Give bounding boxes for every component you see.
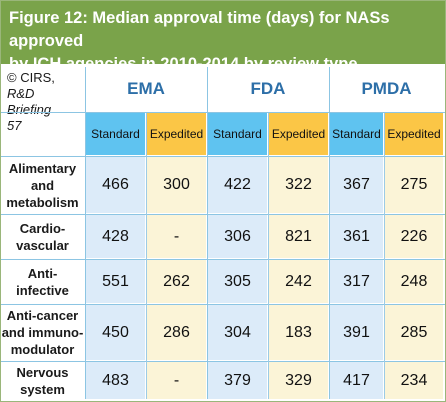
title-bar: Figure 12: Median approval time (days) f… [1, 1, 445, 73]
value-cell: 483 [86, 362, 145, 399]
row-label: Anti-cancer and immuno- modulator [1, 305, 84, 360]
expedited-header: Expedited [147, 113, 206, 155]
value-cell: 551 [86, 260, 145, 303]
credit-line: Briefing [7, 102, 52, 117]
row-label-text: Anti-cancer and immuno- modulator [1, 308, 84, 357]
row-label-text: Nervous system [16, 364, 69, 397]
expedited-header: Expedited [385, 113, 443, 155]
row-divider [1, 259, 445, 260]
column-divider [85, 67, 86, 399]
value-cell: 183 [269, 305, 328, 360]
value-cell: 306 [208, 215, 267, 258]
value-cell: 242 [269, 260, 328, 303]
value-cell: 379 [208, 362, 267, 399]
value-cell: 300 [147, 157, 206, 213]
value-cell: 322 [269, 157, 328, 213]
source-credit: © CIRS, R&D Briefing 57 [7, 70, 83, 134]
row-label: Nervous system [1, 362, 84, 399]
value-cell: 305 [208, 260, 267, 303]
value-cell: - [147, 362, 206, 399]
row-divider [1, 112, 445, 113]
row-divider [1, 304, 445, 305]
agency-header: EMA [86, 67, 206, 111]
standard-header: Standard [86, 113, 145, 155]
value-cell: 317 [330, 260, 383, 303]
row-label: Cardio- vascular [1, 215, 84, 258]
value-cell: 262 [147, 260, 206, 303]
credit-line: R&D [7, 86, 35, 101]
value-cell: 248 [385, 260, 443, 303]
value-cell: 450 [86, 305, 145, 360]
value-cell: 286 [147, 305, 206, 360]
value-cell: 422 [208, 157, 267, 213]
column-divider [146, 113, 147, 399]
value-cell: 304 [208, 305, 267, 360]
value-cell: 329 [269, 362, 328, 399]
row-label-text: Cardio- vascular [16, 220, 69, 253]
column-divider [207, 67, 208, 399]
row-divider [1, 156, 445, 157]
standard-header: Standard [208, 113, 267, 155]
expedited-header: Expedited [269, 113, 328, 155]
value-cell: 226 [385, 215, 443, 258]
row-label: Anti- infective [1, 260, 84, 303]
value-cell: 428 [86, 215, 145, 258]
value-cell: 285 [385, 305, 443, 360]
agency-header: FDA [208, 67, 328, 111]
value-cell: - [147, 215, 206, 258]
column-divider [268, 113, 269, 399]
row-label-text: Anti- infective [16, 265, 69, 298]
row-divider [1, 214, 445, 215]
row-label-text: Alimentary and metabolism [6, 160, 79, 210]
column-divider [384, 113, 385, 399]
column-divider [329, 67, 330, 399]
value-cell: 234 [385, 362, 443, 399]
value-cell: 466 [86, 157, 145, 213]
credit-line: 57 [7, 118, 22, 133]
row-divider [1, 361, 445, 362]
figure-title: Figure 12: Median approval time (days) f… [9, 9, 390, 73]
value-cell: 391 [330, 305, 383, 360]
agency-header: PMDA [330, 67, 443, 111]
value-cell: 417 [330, 362, 383, 399]
row-label: Alimentary and metabolism [1, 157, 84, 213]
value-cell: 821 [269, 215, 328, 258]
credit-line: © CIRS, [7, 70, 55, 85]
value-cell: 275 [385, 157, 443, 213]
value-cell: 367 [330, 157, 383, 213]
value-cell: 361 [330, 215, 383, 258]
standard-header: Standard [330, 113, 383, 155]
